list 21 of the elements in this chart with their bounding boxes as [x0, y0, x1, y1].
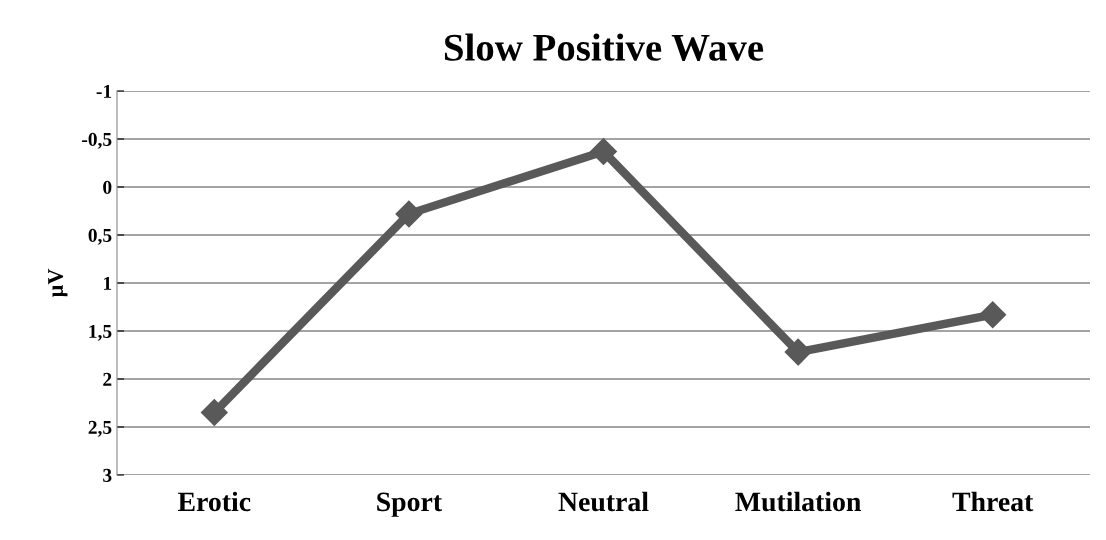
y-tick-label: 0,5	[88, 228, 112, 245]
x-tick-label: Threat	[952, 491, 1034, 512]
y-tick-label: 1,5	[89, 324, 112, 341]
point	[200, 399, 228, 427]
x-tick-label: Erotic	[177, 491, 251, 512]
point	[590, 138, 617, 165]
x-tick-label: Mutilation	[735, 491, 861, 512]
chart-title: Slow Positive Wave	[444, 33, 764, 62]
point	[395, 200, 423, 228]
y-tick-label: 2	[103, 372, 112, 386]
y-tick-label: 2,5	[88, 420, 112, 437]
y-tick-label: -1	[96, 84, 112, 98]
y-tick-label: -0,5	[82, 132, 112, 149]
y-tick-label: 1	[103, 276, 112, 290]
x-tick-label: Neutral	[558, 491, 649, 512]
x-tick-label: Sport	[377, 492, 442, 517]
y-tick-label: 3	[103, 468, 112, 482]
y-tick-label: 0	[103, 180, 112, 194]
y-axis-title: µV	[48, 268, 68, 298]
point	[979, 301, 1007, 329]
point	[784, 338, 812, 366]
